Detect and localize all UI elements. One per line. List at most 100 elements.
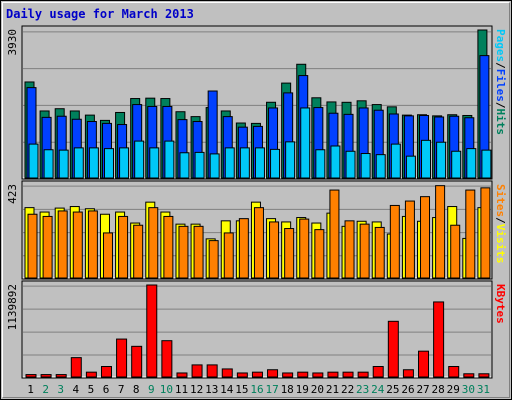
panel-1-ylabel-part: Pages	[494, 29, 507, 62]
sites-bar	[314, 229, 325, 279]
kbytes-bar	[191, 364, 203, 378]
sites-bar	[329, 189, 340, 279]
kbytes-bar	[448, 366, 460, 378]
kbytes-bar	[267, 369, 279, 378]
sites-bar	[193, 225, 204, 279]
day-tick-label: 6	[103, 383, 110, 396]
pages-bar	[436, 141, 447, 179]
panel-3-max-label: 1139892	[6, 284, 19, 330]
day-tick-label: 21	[326, 383, 339, 396]
sites-bar	[208, 240, 219, 279]
pages-bar	[239, 147, 250, 179]
pages-bar	[103, 148, 114, 179]
kbytes-bar	[251, 371, 263, 378]
sites-bar	[389, 204, 400, 279]
sites-bar	[238, 218, 249, 279]
pages-bar	[451, 150, 462, 179]
panel-1-ylabel-part: /	[494, 102, 507, 109]
panel-1-ylabel-part: Hits	[494, 109, 507, 136]
panel-1-ylabel-part: Files	[494, 69, 507, 102]
sites-bar	[359, 223, 370, 279]
kbytes-bar	[312, 372, 324, 378]
pages-bar	[360, 153, 371, 179]
pages-bar	[270, 148, 281, 179]
day-tick-label: 12	[190, 383, 203, 396]
kbytes-bar	[85, 371, 97, 378]
day-tick-label: 16	[250, 383, 263, 396]
panel-1-ylabel-part: /	[494, 62, 507, 69]
sites-bar	[72, 211, 83, 279]
sites-bar	[450, 224, 461, 279]
day-tick-label: 27	[416, 383, 429, 396]
kbytes-bar	[372, 366, 384, 378]
kbytes-bar	[161, 340, 173, 378]
kbytes-bar	[236, 372, 248, 378]
kbytes-bar	[357, 371, 369, 378]
panel-3-ylabel-part: KBytes	[494, 284, 507, 324]
sites-bar	[465, 189, 476, 279]
day-tick-label: 8	[133, 383, 140, 396]
pages-bar	[421, 139, 432, 179]
kbytes-bar	[55, 374, 67, 378]
pages-bar	[330, 145, 341, 179]
kbytes-bar	[418, 350, 430, 378]
pages-bar	[405, 155, 416, 179]
kbytes-bar	[387, 320, 399, 378]
pages-bar	[300, 107, 311, 179]
sites-bar	[42, 215, 53, 279]
kbytes-bar	[25, 374, 37, 378]
pages-bar	[481, 149, 492, 179]
sites-bar	[480, 187, 491, 279]
sites-bar	[284, 228, 295, 279]
kbytes-bar	[176, 372, 188, 378]
pages-bar	[43, 149, 54, 179]
sites-bar	[102, 232, 113, 279]
day-tick-label: 2	[42, 383, 49, 396]
day-tick-label: 18	[281, 383, 294, 396]
pages-bar	[28, 143, 39, 179]
day-tick-label: 20	[311, 383, 324, 396]
kbytes-bar	[342, 371, 354, 378]
pages-bar	[179, 152, 190, 179]
kbytes-bar	[206, 364, 218, 378]
day-tick-label: 4	[73, 383, 80, 396]
chart-title: Daily usage for March 2013	[6, 7, 194, 21]
sites-bar	[374, 226, 385, 279]
sites-bar	[178, 225, 189, 279]
kbytes-bar	[297, 371, 309, 378]
panel-1-ylabel: Pages/Files/Hits	[494, 29, 507, 135]
pages-bar	[209, 153, 220, 179]
day-tick-label: 25	[386, 383, 399, 396]
day-tick-label: 30	[462, 383, 475, 396]
panel-3-ylabel: KBytes	[494, 284, 507, 324]
pages-bar	[224, 147, 235, 179]
panel-2-max-label: 423	[6, 184, 19, 204]
kbytes-bar	[402, 369, 414, 378]
pages-bar	[285, 141, 296, 179]
sites-bar	[404, 200, 415, 279]
kbytes-bar	[282, 372, 294, 378]
pages-bar	[375, 154, 386, 179]
sites-bar	[223, 232, 234, 279]
kbytes-bar	[116, 338, 128, 378]
sites-bar	[163, 215, 174, 279]
pages-bar	[58, 149, 69, 179]
pages-bar	[254, 147, 265, 179]
pages-bar	[73, 147, 84, 179]
kbytes-bar	[146, 284, 158, 378]
day-tick-label: 17	[265, 383, 278, 396]
sites-bar	[118, 215, 129, 279]
day-tick-label: 13	[205, 383, 218, 396]
kbytes-bar	[40, 374, 52, 378]
pages-bar	[134, 140, 145, 179]
day-tick-label: 3	[57, 383, 64, 396]
panel-2-ylabel: Sites/Visits	[494, 184, 507, 264]
day-tick-label: 19	[296, 383, 309, 396]
sites-bar	[133, 224, 144, 279]
kbytes-bar	[327, 371, 339, 378]
sites-bar	[27, 213, 38, 279]
day-tick-label: 23	[356, 383, 369, 396]
day-tick-label: 5	[88, 383, 95, 396]
